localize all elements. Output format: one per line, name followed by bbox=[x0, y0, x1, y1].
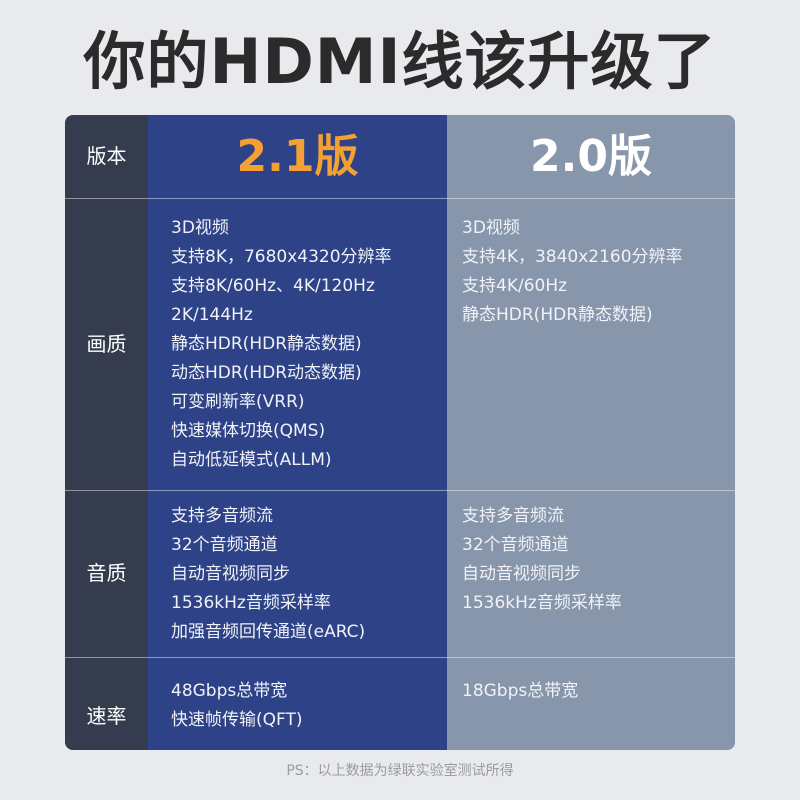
feature-line: 加强音频回传通道(eARC) bbox=[171, 622, 366, 642]
feature-line: 快速帧传输(QFT) bbox=[171, 710, 303, 730]
v20-audio-features: 支持多音频流 32个音频通道 自动音视频同步 1536kHz音频采样率 bbox=[462, 502, 622, 618]
feature-line: 可变刷新率(VRR) bbox=[171, 392, 305, 412]
feature-line: 48Gbps总带宽 bbox=[171, 681, 288, 701]
feature-line: 支持8K/60Hz、4K/120Hz bbox=[171, 276, 375, 296]
v20-picture-features: 3D视频支持4K，3840x2160分辨率 支持4K/60Hz 静态HDR(HDR静… bbox=[462, 214, 683, 330]
v20-speed-features: 18Gbps总带宽 bbox=[462, 677, 578, 706]
divider bbox=[65, 490, 735, 491]
label-column bbox=[65, 115, 148, 750]
divider bbox=[65, 198, 735, 199]
footnote: PS：以上数据为绿联实验室测试所得 bbox=[286, 763, 514, 779]
page-title: 你的HDMI线该升级了 bbox=[83, 25, 717, 98]
feature-line: 自动音视频同步 bbox=[462, 564, 581, 584]
v21-audio-features: 支持多音频流 32个音频通道 自动音视频同步 1536kHz音频采样率加强音频回传通道… bbox=[171, 502, 365, 647]
row-label-speed: 速率 bbox=[86, 704, 127, 728]
v21-picture-features: 3D视频支持8K，7680x4320分辨率 支持8K/60Hz、4K/120Hz 2… bbox=[171, 214, 392, 475]
feature-line: 1536kHz音频采样率 bbox=[171, 593, 331, 613]
feature-line: 支持多音频流 bbox=[462, 506, 564, 526]
comparison-table: 版本 2.1版 2.0版 画质 3D视频支持8K，7680x4320分辨率 支持8… bbox=[65, 115, 735, 750]
row-label-picture: 画质 bbox=[86, 332, 127, 356]
feature-line: 18Gbps总带宽 bbox=[462, 681, 579, 701]
feature-line: 3D视频 bbox=[462, 218, 520, 238]
feature-line: 支持4K，3840x2160分辨率 bbox=[462, 247, 683, 267]
v21-column bbox=[148, 115, 447, 750]
feature-line: 32个音频通道 bbox=[171, 535, 278, 555]
feature-line: 支持多音频流 bbox=[171, 506, 273, 526]
feature-line: 支持4K/60Hz bbox=[462, 276, 568, 296]
v20-column bbox=[447, 115, 735, 750]
header-label: 版本 bbox=[86, 144, 127, 168]
feature-line: 3D视频 bbox=[171, 218, 229, 238]
row-label-audio: 音质 bbox=[86, 561, 127, 585]
feature-line: 自动音视频同步 bbox=[171, 564, 290, 584]
feature-line: 支持8K，7680x4320分辨率 bbox=[171, 247, 392, 267]
divider bbox=[65, 657, 735, 658]
v21-heading: 2.1版 bbox=[236, 131, 359, 182]
feature-line: 快速媒体切换(QMS) bbox=[171, 421, 326, 441]
feature-line: 自动低延模式(ALLM) bbox=[171, 450, 332, 470]
v21-speed-features: 48Gbps总带宽 快速帧传输(QFT) bbox=[171, 677, 303, 735]
feature-line: 2K/144Hz bbox=[171, 305, 253, 325]
feature-line: 动态HDR(HDR动态数据) bbox=[171, 363, 362, 383]
feature-line: 静态HDR(HDR静态数据) bbox=[462, 305, 653, 325]
feature-line: 静态HDR(HDR静态数据) bbox=[171, 334, 362, 354]
feature-line: 1536kHz音频采样率 bbox=[462, 593, 622, 613]
v20-heading: 2.0版 bbox=[530, 131, 652, 182]
feature-line: 32个音频通道 bbox=[462, 535, 569, 555]
